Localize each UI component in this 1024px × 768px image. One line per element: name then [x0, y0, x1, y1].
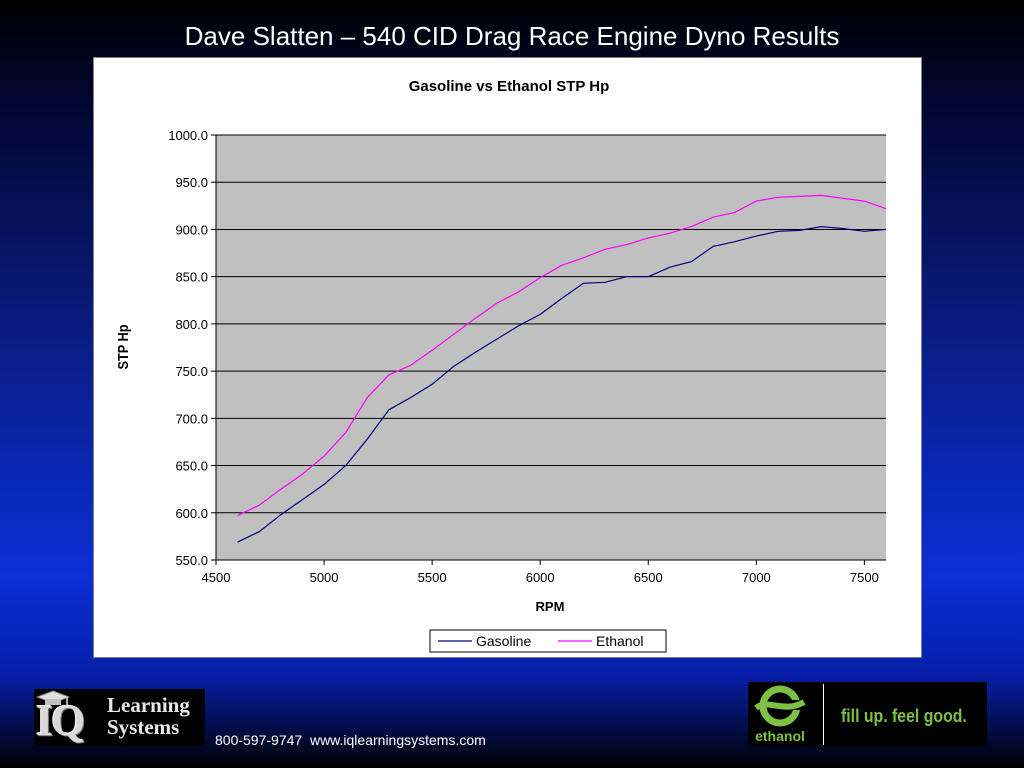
x-axis-label: RPM — [536, 599, 565, 614]
logo-divider — [823, 684, 824, 745]
series-line-gasoline — [237, 225, 887, 543]
series-line-ethanol — [237, 194, 887, 517]
chart-svg: Gasoline vs Ethanol STP Hp 550.0 600.0 650… — [114, 78, 887, 653]
contact-info: 800-597-9747 www.iqlearningsystems.com — [215, 732, 486, 748]
y-tick-label: 800.0 — [175, 317, 208, 332]
slide-title: Dave Slatten – 540 CID Drag Race Engine … — [184, 21, 840, 51]
x-tick-label: 4500 — [202, 570, 231, 585]
x-tick-label: 6000 — [526, 570, 555, 585]
iq-learning-systems-logo: IQ Learning Systems — [34, 689, 205, 746]
ethanol-logo: ethanol fill up. feel good. — [748, 682, 987, 747]
y-tick-label: 550.0 — [175, 553, 208, 568]
y-tick-label: 700.0 — [175, 411, 208, 426]
y-tick-label: 1000.0 — [168, 128, 208, 143]
x-tick-label: 5000 — [310, 570, 339, 585]
y-tick-label: 650.0 — [175, 459, 208, 474]
ethanol-word: ethanol — [755, 728, 805, 744]
chart-panel: Gasoline vs Ethanol STP Hp 550.0 600.0 650… — [93, 57, 922, 658]
graduation-cap-icon — [36, 690, 70, 706]
legend-box — [429, 629, 667, 653]
x-tick-label: 5500 — [418, 570, 447, 585]
y-tick-label: 900.0 — [175, 222, 208, 237]
x-tick-label: 6500 — [634, 570, 663, 585]
legend: Gasoline Ethanol — [429, 629, 667, 653]
logo-word-learning: Learning — [107, 693, 190, 717]
plot-area — [216, 135, 886, 560]
legend-label-ethanol: Ethanol — [596, 633, 643, 649]
y-tick-label: 850.0 — [175, 270, 208, 285]
y-tick-label: 950.0 — [175, 175, 208, 190]
x-tick-label: 7500 — [850, 570, 879, 585]
y-tick-label: 750.0 — [175, 364, 208, 379]
y-tick-label: 600.0 — [175, 506, 208, 521]
chart-title: Gasoline vs Ethanol STP Hp — [409, 78, 610, 95]
y-axis-label: STP Hp — [114, 324, 131, 369]
logo-word-systems: Systems — [107, 715, 180, 739]
ethanol-e-icon — [754, 685, 806, 727]
slogan: fill up. feel good. — [841, 706, 967, 726]
legend-label-gasoline: Gasoline — [476, 633, 531, 649]
x-tick-label: 7000 — [742, 570, 771, 585]
